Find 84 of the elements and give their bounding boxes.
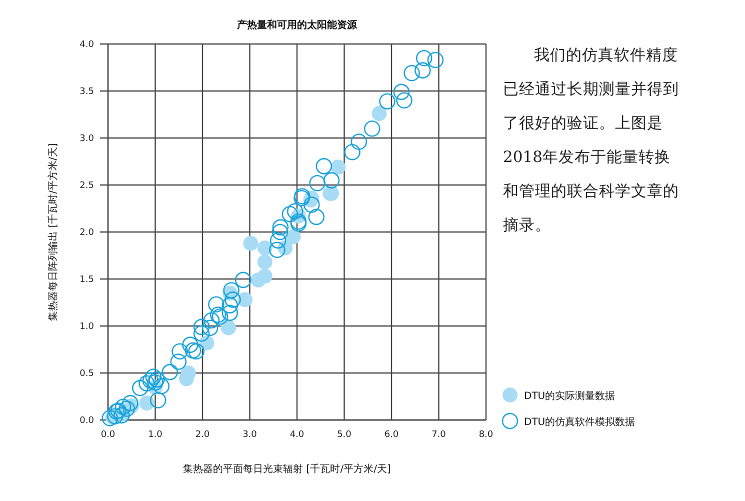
point xyxy=(114,398,132,415)
point xyxy=(172,343,188,360)
x-tick-label: 1.0 xyxy=(148,430,163,440)
point xyxy=(106,408,124,424)
y-tick-label: 2.5 xyxy=(80,181,94,191)
point xyxy=(148,371,165,388)
point xyxy=(414,62,431,78)
point xyxy=(234,272,252,288)
x-tick-label: 5.0 xyxy=(337,430,352,440)
y-tick-label: 0.5 xyxy=(80,369,94,379)
x-tick-label: 3.0 xyxy=(242,430,258,440)
y-tick-label: 2.0 xyxy=(80,228,94,238)
point xyxy=(308,208,325,226)
x-axis-title: 集热器的平面每日光束辐射 [千瓦时/平方米/天] xyxy=(183,463,391,475)
point xyxy=(150,392,166,408)
point xyxy=(222,297,238,314)
y-tick-label: 4.0 xyxy=(80,40,94,50)
point xyxy=(270,232,286,249)
point xyxy=(203,312,220,329)
point xyxy=(372,106,387,122)
x-tick-label: 7.0 xyxy=(432,430,446,440)
point xyxy=(102,410,118,426)
point xyxy=(202,320,218,336)
point xyxy=(184,342,202,359)
point xyxy=(272,224,288,240)
point xyxy=(138,375,155,392)
point xyxy=(286,229,301,244)
point xyxy=(139,396,154,411)
point xyxy=(170,354,187,370)
point xyxy=(250,272,266,288)
point xyxy=(272,219,289,236)
point xyxy=(162,364,178,380)
point xyxy=(180,366,196,380)
point xyxy=(188,343,205,360)
point xyxy=(364,120,380,137)
point xyxy=(330,160,346,175)
point xyxy=(379,93,396,110)
point xyxy=(416,50,432,66)
point xyxy=(282,206,298,222)
point xyxy=(193,318,210,336)
y-tick-label: 0.0 xyxy=(80,416,94,426)
y-tick-label: 3.0 xyxy=(80,134,94,144)
point xyxy=(147,374,164,391)
legend-label: DTU的仿真软件模拟数据 xyxy=(524,416,636,428)
y-tick-label: 1.5 xyxy=(80,275,94,285)
point xyxy=(193,325,210,342)
point xyxy=(118,400,136,417)
point xyxy=(316,158,332,174)
point xyxy=(145,368,162,385)
point xyxy=(257,254,272,270)
x-tick-label: 8.0 xyxy=(478,430,494,440)
point xyxy=(427,52,444,68)
x-tick-label: 0.0 xyxy=(100,430,116,440)
x-tick-label: 4.0 xyxy=(290,430,304,440)
point xyxy=(309,174,326,192)
point xyxy=(208,296,224,313)
point xyxy=(344,144,360,160)
point xyxy=(182,336,198,353)
point xyxy=(122,394,138,412)
text: 我们的仿真软件精度已经通过长期测量并得到了很好的验证。上图是2018年发布于能量转换和管理的联合科学文章的摘录。 xyxy=(503,45,679,236)
point xyxy=(223,282,240,298)
point xyxy=(257,240,272,256)
y-tick-label: 1.0 xyxy=(80,322,94,332)
point xyxy=(142,372,159,389)
point xyxy=(323,172,340,188)
point xyxy=(350,134,368,150)
point xyxy=(286,203,304,220)
point xyxy=(269,242,286,258)
y-axis-title: 集热器每日阵列输出 [千瓦时/平方米/天] xyxy=(47,143,59,321)
point xyxy=(222,304,238,321)
point xyxy=(393,84,410,100)
x-tick-label: 2.0 xyxy=(195,430,210,440)
chart-title: 产热量和可用的太阳能资源 xyxy=(236,19,358,31)
point xyxy=(396,92,412,109)
y-tick-label: 3.5 xyxy=(80,87,94,97)
point xyxy=(153,378,170,394)
legend-label: DTU的实际测量数据 xyxy=(524,390,616,402)
point xyxy=(404,64,420,82)
point xyxy=(132,380,148,396)
x-tick-label: 6.0 xyxy=(384,430,399,440)
point xyxy=(243,236,258,251)
point xyxy=(238,292,253,308)
point xyxy=(303,196,320,213)
point xyxy=(224,292,241,308)
